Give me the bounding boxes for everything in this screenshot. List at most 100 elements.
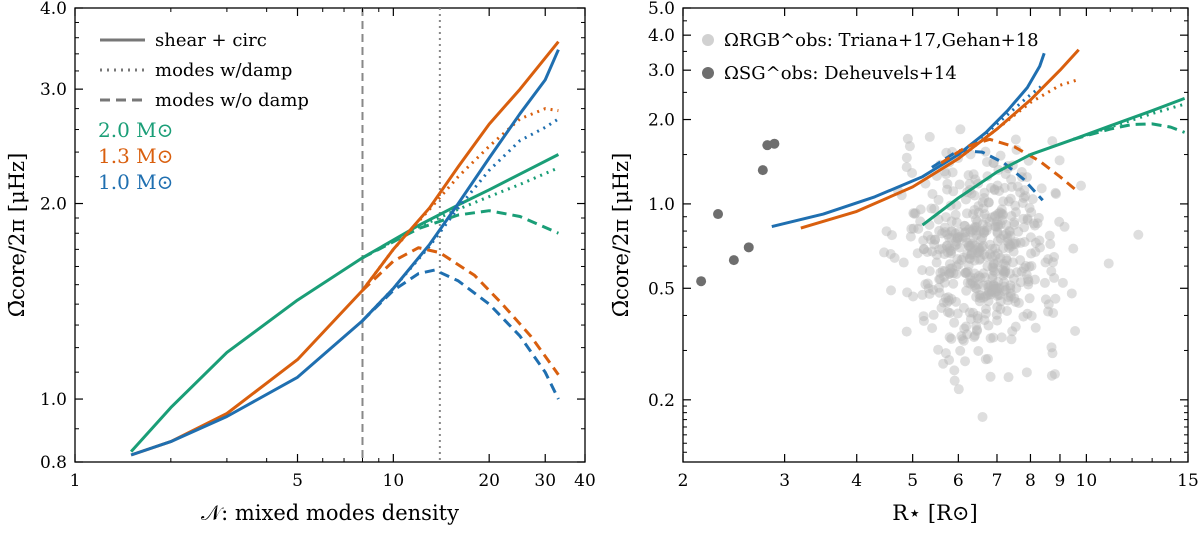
right-rgb-point (1103, 258, 1114, 269)
right-rgb-point (995, 296, 1006, 307)
right-rgb-point (949, 375, 960, 386)
right-rgb-point (940, 212, 951, 223)
right-rgb-point (927, 188, 938, 199)
right-rgb-point (983, 282, 994, 293)
right-rgb-point (1023, 274, 1034, 285)
legend-mass-1-0: 1.0 M⊙ (98, 170, 173, 194)
right-rgb-point (986, 182, 997, 193)
right-rgb-point (967, 225, 978, 236)
right-rgb-point (951, 217, 962, 228)
right-rgb-point (1009, 293, 1020, 304)
right-rgb-point (970, 174, 981, 185)
right-rgb-point (978, 227, 989, 238)
right-rgb-point (992, 283, 1003, 294)
right-rgb-point (993, 219, 1004, 230)
right-rgb-point (982, 222, 993, 233)
right-rgb-point (933, 194, 944, 205)
right-rgb-point (1039, 277, 1050, 288)
right-rgb-point (939, 271, 950, 282)
right-rgb-point (971, 229, 982, 240)
right-rgb-point (1046, 370, 1057, 381)
right-rgb-point (989, 266, 1000, 277)
right-rgb-point (942, 229, 953, 240)
right-rgb-point (945, 245, 956, 256)
right-x-tick-label: 5 (907, 471, 918, 491)
right-rgb-point (991, 216, 1002, 227)
right-rgb-point (978, 203, 989, 214)
right-rgb-point (1024, 261, 1035, 272)
right-rgb-point (971, 222, 982, 233)
right-rgb-point (980, 354, 991, 365)
right-rgb-point (906, 223, 917, 234)
legend-rgb-marker (702, 34, 714, 46)
right-x-axis-label: R⋆ [R⊙] (892, 501, 977, 525)
right-rgb-point (1054, 155, 1065, 166)
right-rgb-point (933, 282, 944, 293)
right-rgb-point (962, 237, 973, 248)
right-rgb-point (950, 296, 961, 307)
right-rgb-point (924, 266, 935, 277)
right-rgb-point (909, 208, 920, 219)
right-rgb-point (983, 296, 994, 307)
right-rgb-point (1008, 273, 1019, 284)
right-rgb-point (1003, 196, 1014, 207)
right-rgb-point (1005, 288, 1016, 299)
right-rgb-point (937, 265, 948, 276)
right-x-tick-label: 15 (1177, 471, 1199, 491)
right-rgb-point (989, 259, 1000, 270)
right-rgb-point (993, 208, 1004, 219)
right-rgb-point (918, 311, 929, 322)
right-rgb-point (1005, 241, 1016, 252)
right-rgb-point (946, 246, 957, 257)
right-rgb-point (974, 254, 985, 265)
right-rgb-point (969, 190, 980, 201)
right-rgb-point (1025, 232, 1036, 243)
right-rgb-point (931, 249, 942, 260)
right-rgb-point (1017, 197, 1028, 208)
right-rgb-point (946, 232, 957, 243)
right-rgb-point (1021, 367, 1032, 378)
right-series-line (957, 81, 1046, 156)
right-rgb-point (950, 228, 961, 239)
right-rgb-point (958, 335, 969, 346)
right-rgb-point (1026, 248, 1037, 259)
right-rgb-point (986, 252, 997, 263)
right-rgb-point (937, 228, 948, 239)
right-rgb-point (960, 267, 971, 278)
right-rgb-point (1015, 187, 1026, 198)
right-legend: ΩRGB^obs: Triana+17,Gehan+18 ΩSG^obs: De… (702, 30, 1039, 84)
right-rgb-point (1026, 207, 1037, 218)
right-rgb-point (1019, 185, 1030, 196)
right-rgb-point (978, 280, 989, 291)
right-rgb-point (944, 259, 955, 270)
right-rgb-point (991, 290, 1002, 301)
left-y-tick-label: 0.8 (40, 453, 67, 473)
right-rgb-point (965, 278, 976, 289)
right-y-tick-label: 1.0 (648, 195, 675, 215)
right-rgb-point (939, 277, 950, 288)
right-y-tick-label: 0.5 (648, 279, 675, 299)
right-rgb-point (942, 297, 953, 308)
right-y-tick-label: 3.0 (648, 61, 675, 81)
right-rgb-point (959, 227, 970, 238)
right-rgb-point (1006, 174, 1017, 185)
right-rgb-point (957, 334, 968, 345)
right-rgb-point (974, 290, 985, 301)
right-rgb-point (997, 215, 1008, 226)
right-x-tick-label: 4 (851, 471, 862, 491)
left-x-tick-label: 1 (70, 471, 81, 491)
right-rgb-point (954, 179, 965, 190)
right-rgb-point (929, 239, 940, 250)
left-ticks: 1 5 10 20 30 40 0.8 1.0 2.0 3.0 4.0 (40, 0, 596, 491)
right-rgb-point (995, 150, 1006, 161)
right-rgb-point (1005, 193, 1016, 204)
right-rgb-point (889, 252, 900, 263)
right-rgb-point (1011, 267, 1022, 278)
right-rgb-point (963, 170, 974, 181)
left-y-tick-label: 3.0 (40, 80, 67, 100)
right-rgb-point (999, 281, 1010, 292)
legend-shear-circ: shear + circ (155, 30, 267, 51)
right-rgb-point (996, 204, 1007, 215)
right-rgb-point (991, 286, 1002, 297)
right-rgb-point (942, 184, 953, 195)
